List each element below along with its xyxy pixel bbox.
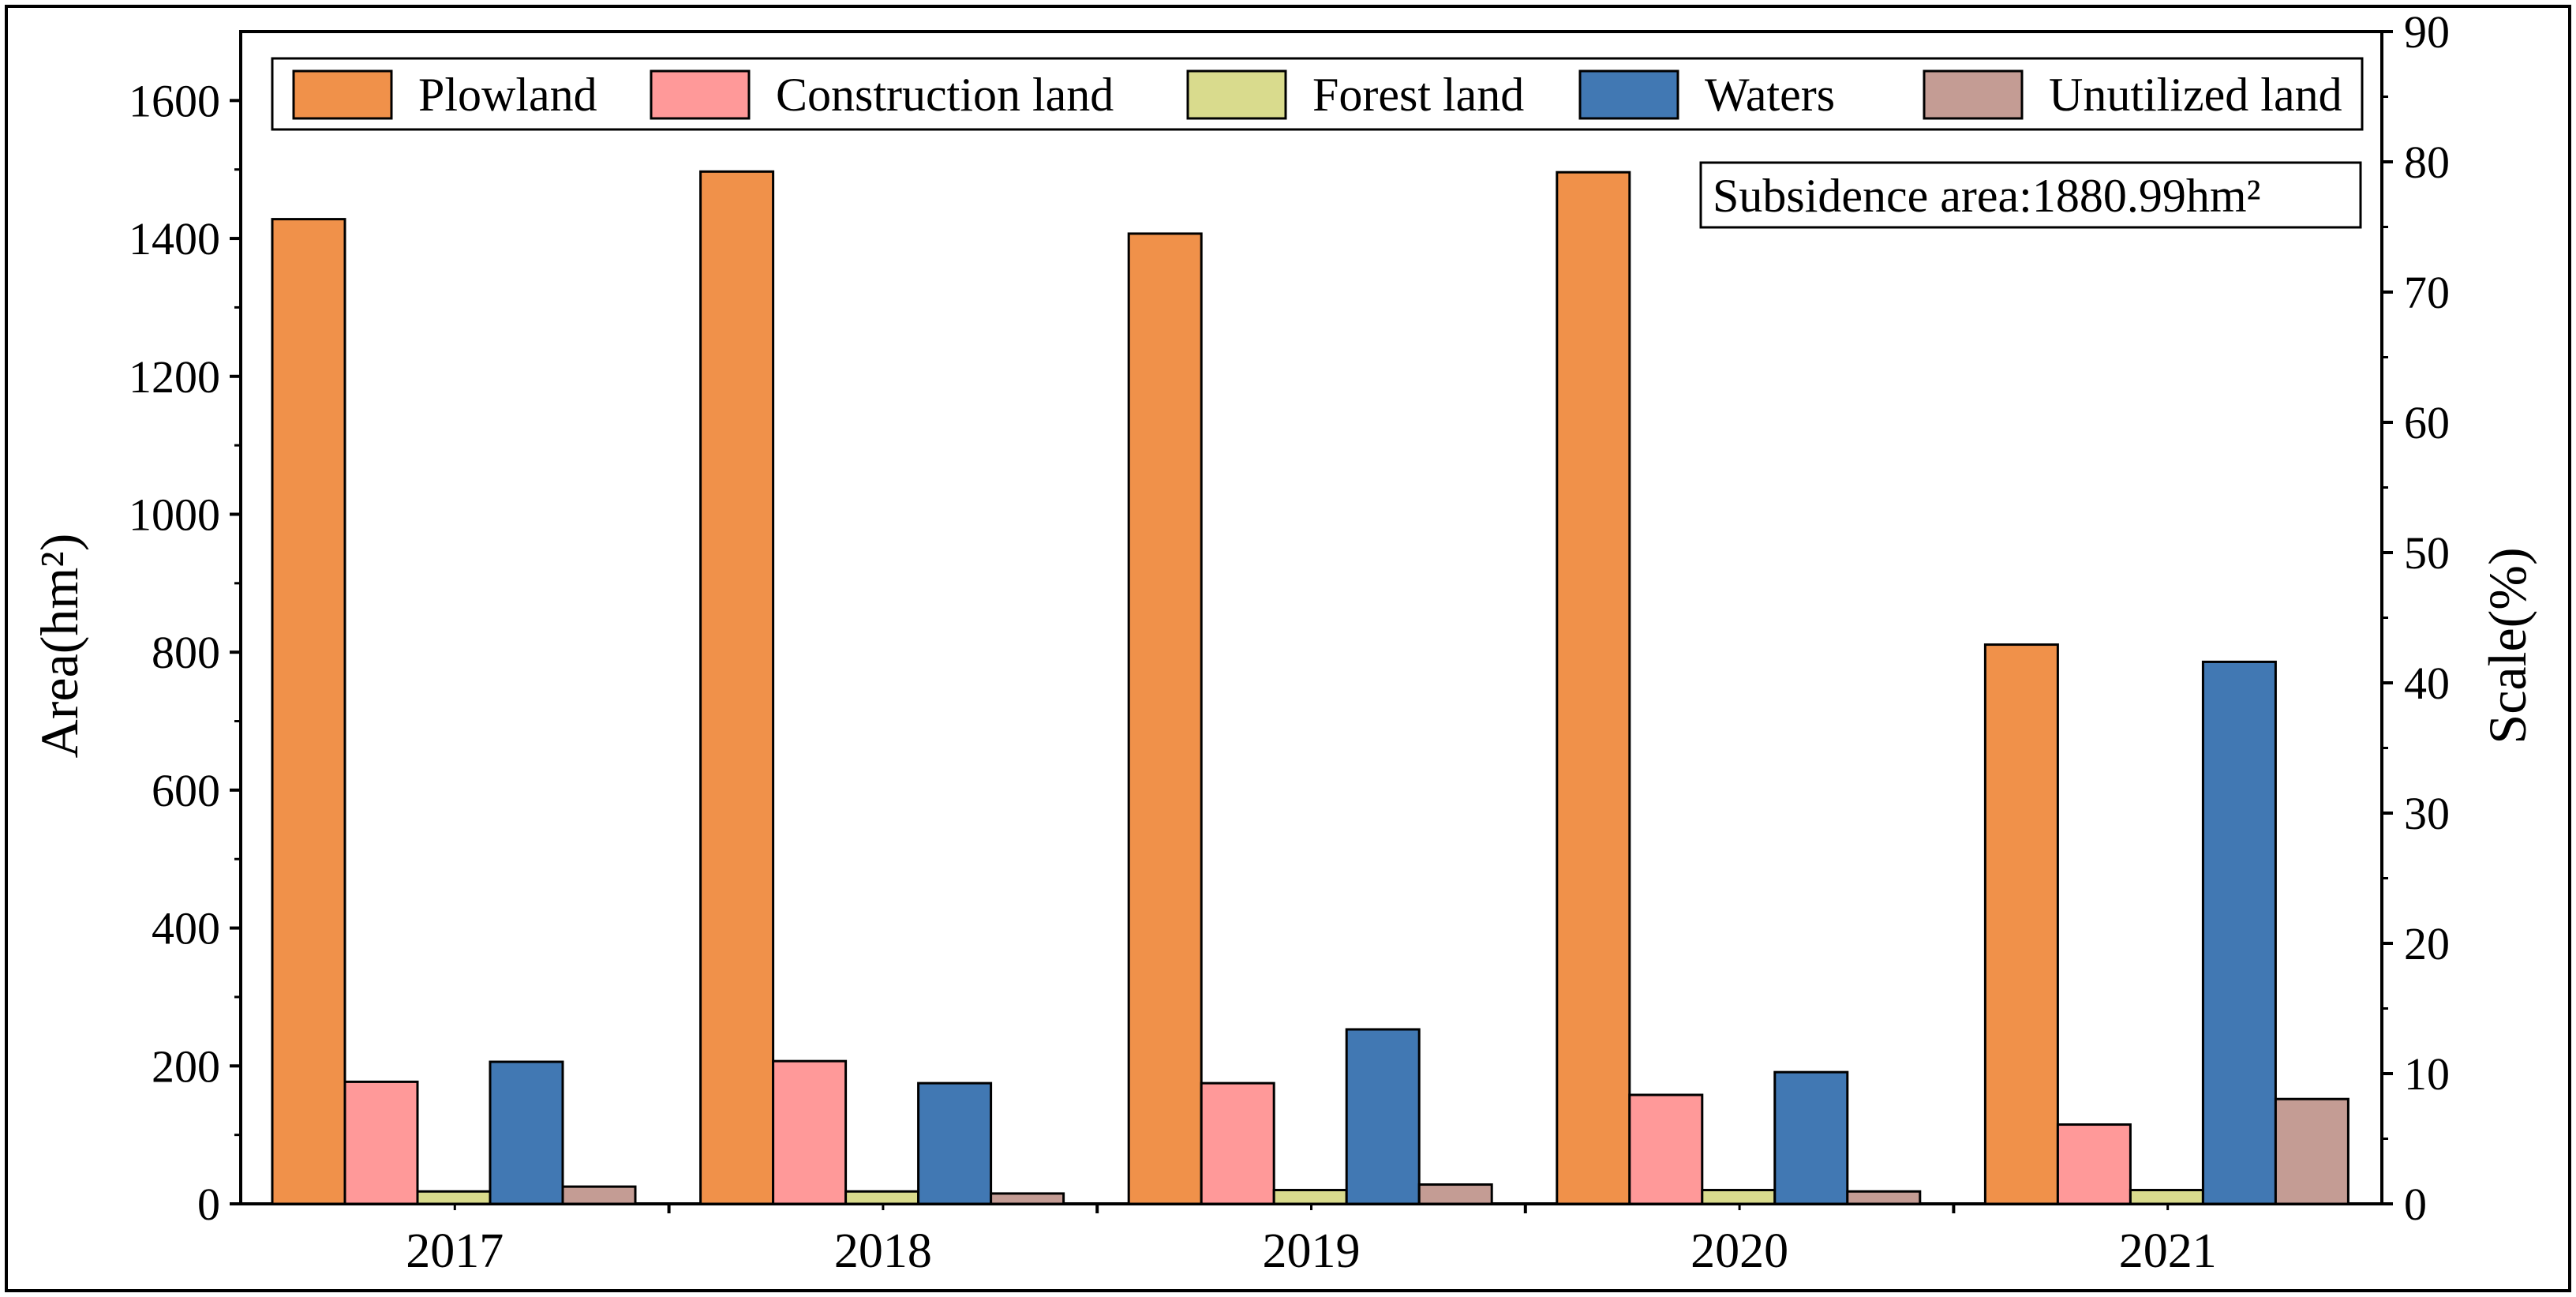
y2-tick-label: 60 xyxy=(2404,397,2450,448)
y2-axis-label: Scale(%) xyxy=(2477,547,2537,744)
bar-forest-land-2018 xyxy=(844,1190,920,1205)
bar-unutilized-land-2021 xyxy=(2274,1097,2349,1205)
bar-construction-land-2021 xyxy=(2056,1123,2132,1205)
legend-swatch-construction-land xyxy=(650,69,751,120)
legend-swatch-unutilized-land xyxy=(1923,69,2024,120)
y2-tick-label: 80 xyxy=(2404,137,2450,188)
y2-tick-label: 20 xyxy=(2404,918,2450,969)
annotation-box: Subsidence area:1880.99hm² xyxy=(1699,161,2362,229)
legend-label: Construction land xyxy=(776,69,1114,121)
legend-label: Forest land xyxy=(1312,69,1524,121)
bar-forest-land-2019 xyxy=(1272,1189,1348,1205)
y-tick-label: 600 xyxy=(152,765,220,816)
x-tick-label: 2018 xyxy=(834,1224,932,1278)
y-tick-label: 1200 xyxy=(129,351,220,403)
bars-group xyxy=(271,170,2349,1205)
bar-plowland-2019 xyxy=(1127,232,1203,1205)
legend-label: Plowland xyxy=(418,69,597,121)
y2-tick-label: 90 xyxy=(2404,6,2450,58)
y-tick-label: 200 xyxy=(152,1040,220,1092)
bar-waters-2020 xyxy=(1773,1070,1849,1205)
x-tick-label: 2020 xyxy=(1690,1224,1788,1278)
y-tick-label: 1000 xyxy=(129,489,220,540)
y2-tick-label: 50 xyxy=(2404,527,2450,579)
x-axis: 2017 2018 2019 2020 2021 xyxy=(406,1204,2217,1278)
bar-construction-land-2017 xyxy=(343,1080,419,1205)
bar-unutilized-land-2018 xyxy=(990,1192,1065,1205)
x-tick-label: 2017 xyxy=(406,1224,504,1278)
y-tick-label: 0 xyxy=(197,1179,220,1230)
bar-construction-land-2018 xyxy=(772,1059,848,1205)
x-tick-label: 2019 xyxy=(1263,1224,1361,1278)
legend-swatch-forest-land xyxy=(1186,69,1287,120)
y-tick-label: 800 xyxy=(152,627,220,678)
bar-unutilized-land-2019 xyxy=(1417,1183,1493,1205)
y2-tick-label: 40 xyxy=(2404,658,2450,709)
bar-waters-2018 xyxy=(917,1081,993,1205)
bar-unutilized-land-2017 xyxy=(561,1185,637,1205)
bar-waters-2021 xyxy=(2201,660,2277,1205)
bar-waters-2019 xyxy=(1345,1028,1421,1205)
bar-unutilized-land-2020 xyxy=(1846,1190,1922,1205)
y2-tick-label: 0 xyxy=(2404,1179,2427,1230)
bar-forest-land-2021 xyxy=(2129,1189,2204,1205)
bar-construction-land-2019 xyxy=(1200,1081,1275,1205)
bar-forest-land-2020 xyxy=(1701,1189,1777,1205)
bar-plowland-2020 xyxy=(1556,171,1631,1205)
bar-plowland-2018 xyxy=(699,170,775,1205)
bar-forest-land-2017 xyxy=(416,1190,492,1205)
bar-plowland-2017 xyxy=(271,218,346,1205)
annotation-text: Subsidence area:1880.99hm² xyxy=(1713,170,2260,222)
y-axis-label: Area(hm²) xyxy=(29,534,89,759)
x-tick-label: 2021 xyxy=(2119,1224,2217,1278)
legend-label: Unutilized land xyxy=(2049,69,2342,121)
y-axis-left: 0 200 400 600 800 1000 1200 1400 1600 xyxy=(129,75,241,1230)
y-tick-label: 1400 xyxy=(129,213,220,264)
legend: Plowland Construction land Forest land Wate… xyxy=(271,57,2364,131)
y-axis-right: 0 10 20 30 40 50 60 70 80 90 xyxy=(2382,6,2450,1230)
bar-plowland-2021 xyxy=(1983,643,2059,1205)
legend-swatch-plowland xyxy=(292,69,393,120)
bar-waters-2017 xyxy=(489,1060,564,1205)
legend-label: Waters xyxy=(1705,69,1835,121)
y-tick-label: 400 xyxy=(152,903,220,954)
legend-swatch-waters xyxy=(1578,69,1679,120)
y2-tick-label: 30 xyxy=(2404,788,2450,839)
y2-tick-label: 10 xyxy=(2404,1048,2450,1100)
annotation-frame xyxy=(1699,161,2362,229)
y-tick-label: 1600 xyxy=(129,75,220,126)
y2-tick-label: 70 xyxy=(2404,267,2450,318)
bar-construction-land-2020 xyxy=(1628,1093,1704,1205)
